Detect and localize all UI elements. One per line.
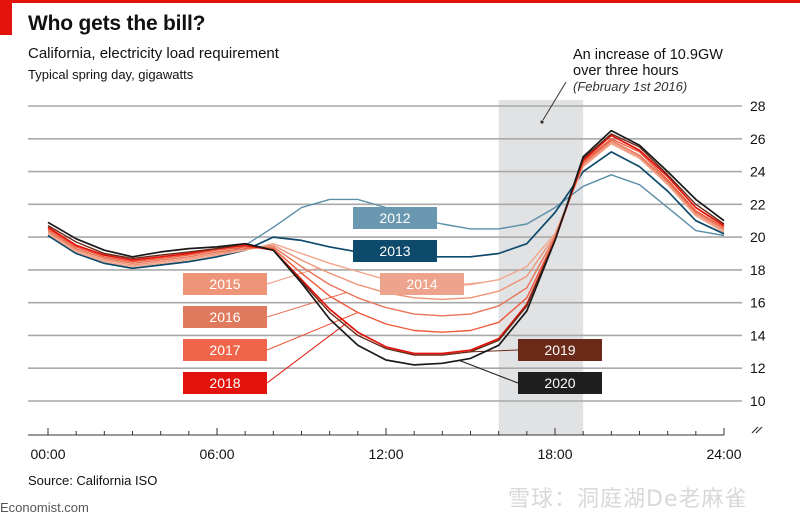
axis-break-icon (751, 426, 763, 434)
label-box (353, 240, 437, 262)
label-box (353, 207, 437, 229)
label-box (518, 339, 602, 361)
series-label-2013: 2013 (353, 240, 437, 262)
annotation: An increase of 10.9GW over three hours (… (573, 47, 723, 95)
label-box (183, 372, 267, 394)
y-tick-label: 24 (750, 164, 766, 180)
label-box (518, 372, 602, 394)
leader-2018 (266, 322, 347, 384)
series-line-2016 (47, 139, 725, 317)
label-text: 2017 (209, 342, 240, 358)
y-tick-label: 20 (750, 229, 766, 245)
y-axis-labels: 28 26 24 22 20 18 16 14 12 10 (750, 98, 766, 409)
label-text: 2019 (544, 342, 575, 358)
label-text: 2014 (406, 276, 437, 292)
x-tick-label: 18:00 (537, 446, 572, 462)
label-box (183, 273, 267, 295)
leader-2017 (266, 312, 359, 351)
y-tick-label: 22 (750, 196, 766, 212)
x-tick-label: 06:00 (199, 446, 234, 462)
leader-2016 (266, 292, 347, 318)
series-label-2014: 2014 (380, 273, 464, 295)
watermark: 雪球：洞庭湖De老麻雀 (508, 487, 748, 512)
source-note: Source: California ISO (28, 473, 158, 488)
x-tick-label: 12:00 (368, 446, 403, 462)
label-text: 2020 (544, 375, 575, 391)
x-tick-label: 00:00 (30, 446, 65, 462)
label-text: 2016 (209, 309, 240, 325)
series-label-2015: 2015 (183, 273, 267, 295)
brand-tag (0, 0, 12, 35)
x-tick-label: 24:00 (706, 446, 741, 462)
y-tick-label: 14 (750, 327, 766, 343)
series-label-2018: 2018 (183, 372, 267, 394)
leader-2015 (266, 267, 319, 285)
series-line-2017 (47, 138, 725, 333)
annotation-date: (February 1st 2016) (573, 79, 688, 94)
series-label-2020: 2020 (518, 372, 602, 394)
label-text: 2015 (209, 276, 240, 292)
label-text: 2018 (209, 375, 240, 391)
series-label-2012: 2012 (353, 207, 437, 229)
series-label-2017: 2017 (183, 339, 267, 361)
gridlines (28, 105, 742, 402)
series-line-2019 (47, 133, 725, 356)
series-label-2016: 2016 (183, 306, 267, 328)
leader-2019 (470, 349, 519, 353)
series-labels: 2012 2013 2014 2015 2016 2017 2018 2019 2020 (183, 207, 602, 394)
y-tick-label: 10 (750, 393, 766, 409)
top-accent-bar (0, 0, 800, 3)
chart-title: Who gets the bill? (28, 12, 206, 35)
y-tick-label: 26 (750, 131, 766, 147)
label-box (183, 339, 267, 361)
y-tick-label: 28 (750, 98, 766, 114)
y-tick-label: 12 (750, 360, 766, 376)
y-tick-label: 18 (750, 262, 766, 278)
annotation-pointer (542, 81, 567, 121)
series-line-2020 (47, 129, 725, 366)
chart-subtitle: California, electricity load requirement (28, 45, 279, 62)
label-box (380, 273, 464, 295)
break-stroke (751, 426, 763, 434)
label-text: 2013 (379, 243, 410, 259)
series-label-2019: 2019 (518, 339, 602, 361)
y-tick-label: 16 (750, 295, 766, 311)
series-line-2018 (47, 134, 725, 355)
label-text: 2012 (379, 210, 410, 226)
label-box (183, 306, 267, 328)
x-axis: 00:00 06:00 12:00 18:00 24:00 (28, 428, 742, 462)
annotation-line1: An increase of 10.9GW (573, 47, 723, 63)
series-lines (47, 129, 725, 366)
annotation-dot (540, 120, 544, 124)
site-credit: Economist.com (0, 500, 89, 515)
leader-2020 (459, 359, 519, 384)
chart-unit: Typical spring day, gigawatts (28, 67, 194, 82)
annotation-line2: over three hours (573, 63, 679, 79)
